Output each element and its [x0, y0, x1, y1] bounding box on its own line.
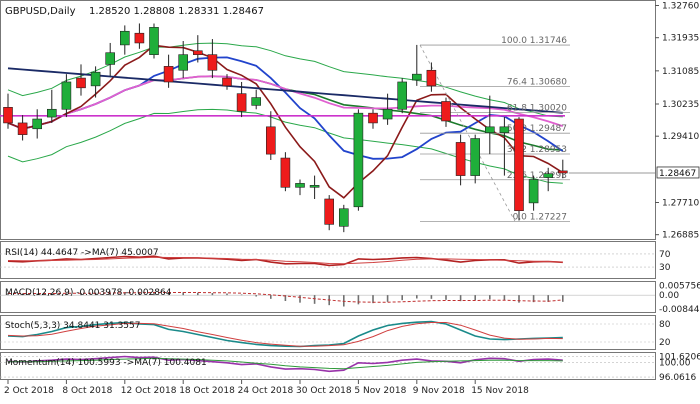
- candle-body: [441, 101, 451, 122]
- stoch-series-1: [7, 322, 563, 347]
- fib-label-3: 50.0 1.29487: [507, 124, 567, 134]
- momentum-panel-frame: [0, 352, 656, 380]
- candle-body: [46, 108, 57, 118]
- x-axis-label-5: 30 Oct 2018: [296, 386, 352, 396]
- candle-body: [149, 27, 159, 55]
- x-axis-label-7: 9 Nov 2018: [413, 386, 465, 396]
- rsi-tick-label-1: 30: [659, 263, 671, 273]
- candle-body: [3, 107, 13, 124]
- candle-body: [193, 50, 203, 55]
- current-price-marker: [656, 166, 700, 179]
- fib-label-1: 76.4 1.30680: [507, 78, 567, 88]
- candle-body: [499, 126, 510, 133]
- fib-label-5: 23.6 1.28293: [507, 171, 567, 181]
- x-axis-label-6: 5 Nov 2018: [354, 386, 406, 396]
- candle-body: [61, 81, 72, 110]
- candle-body: [90, 71, 101, 87]
- stoch-tick-label-0: 80: [659, 320, 671, 330]
- fib-label-0: 100.0 1.31746: [501, 36, 567, 46]
- x-axis-label-0: 2 Oct 2018: [4, 386, 54, 396]
- stoch-label: Stoch(5,3,3) 34.8441 31.3557: [5, 321, 140, 331]
- macd-signal-line: [8, 292, 563, 303]
- price-axis-label-1: 1.31935: [662, 34, 699, 44]
- candle-body: [265, 126, 276, 155]
- x-axis-label-4: 24 Oct 2018: [238, 386, 294, 396]
- bollinger-upper-line: [7, 42, 563, 118]
- candle-body: [470, 138, 481, 176]
- macd-tick-label-1: 0.00: [659, 291, 679, 301]
- candle-body: [163, 66, 174, 83]
- candle-body: [120, 30, 130, 46]
- rsi-panel-frame: [0, 241, 656, 279]
- stoch-series-0: [7, 320, 563, 348]
- ohlc-header: 1.28520 1.28808 1.28331 1.28467: [89, 6, 264, 17]
- momentum-tick-label-0: 101.6206: [659, 352, 700, 362]
- rsi-series-0: [7, 255, 563, 267]
- current-price-label: 1.28467: [659, 169, 696, 179]
- x-axis-label-8: 15 Nov 2018: [471, 386, 529, 396]
- x-axis-label-1: 8 Oct 2018: [62, 386, 112, 396]
- x-axis-label-2: 12 Oct 2018: [121, 386, 177, 396]
- ma-navy-line: [7, 67, 563, 114]
- price-panel-frame: [0, 0, 656, 240]
- stoch-panel-frame: [0, 315, 656, 350]
- momentum-label: Momentum(14) 100.5993 ->MA(7) 100.4081: [5, 358, 207, 368]
- rsi-tick-label-0: 70: [659, 250, 671, 260]
- candle-body: [484, 126, 495, 133]
- macd-label: MACD(12,26,9) -0.003978 -0.002864: [5, 288, 172, 298]
- candle-body: [543, 173, 554, 178]
- price-axis-label-3: 1.30235: [662, 100, 699, 110]
- rsi-series-1: [7, 256, 563, 265]
- fib-label-6: 0.0 1.27227: [513, 212, 567, 222]
- candle-body: [207, 54, 218, 71]
- rsi-label: RSI(14) 44.4647 ->MA(7) 45.0007: [5, 248, 159, 258]
- momentum-tick-label-1: 100.00: [659, 358, 691, 368]
- candle-body: [222, 77, 232, 87]
- candle-body: [280, 157, 291, 188]
- candle-body: [134, 32, 145, 44]
- macd-tick-label-2: -0.008448: [659, 305, 700, 315]
- candle-body: [17, 122, 28, 135]
- candle-body: [514, 118, 524, 211]
- candle-body: [557, 170, 568, 174]
- fib-label-2: 61.8 1.30020: [507, 103, 567, 113]
- candle-body: [105, 52, 115, 65]
- momentum-tick-label-2: 96.0616: [659, 373, 696, 383]
- fib-label-4: 38.2 1.28953: [507, 145, 567, 155]
- price-axis-label-4: 1.29410: [662, 132, 699, 142]
- x-axis-label-3: 18 Oct 2018: [179, 386, 235, 396]
- candle-body: [426, 69, 437, 87]
- candle-body: [178, 54, 188, 71]
- bollinger-lower-line: [7, 108, 563, 184]
- symbol-header: GBPUSD,Daily: [5, 6, 76, 17]
- ma-pink-line: [7, 75, 564, 130]
- macd-tick-label-0: 0.005756: [659, 282, 700, 292]
- candle-body: [382, 108, 393, 120]
- candle-body: [309, 185, 320, 188]
- candle-body: [251, 97, 261, 106]
- candle-body: [455, 142, 466, 176]
- candle-body: [368, 112, 378, 124]
- candle-body: [236, 93, 247, 112]
- candle-body: [397, 81, 408, 110]
- candle-body: [32, 118, 43, 130]
- candle-body: [295, 183, 305, 188]
- candle-body: [528, 179, 539, 204]
- macd-panel-frame: [0, 281, 656, 313]
- candle-body: [411, 73, 422, 81]
- stoch-tick-label-1: 20: [659, 338, 671, 348]
- price-axis-label-0: 1.32760: [662, 2, 699, 12]
- momentum-series-1: [8, 357, 563, 370]
- candle-body: [324, 198, 335, 225]
- candle-body: [76, 77, 86, 89]
- candle-body: [338, 208, 349, 227]
- candle-body: [353, 112, 364, 208]
- price-axis-label-2: 1.31085: [662, 67, 699, 77]
- price-axis-label-5: 1.27710: [662, 199, 699, 209]
- price-axis-label-6: 1.26885: [662, 231, 699, 241]
